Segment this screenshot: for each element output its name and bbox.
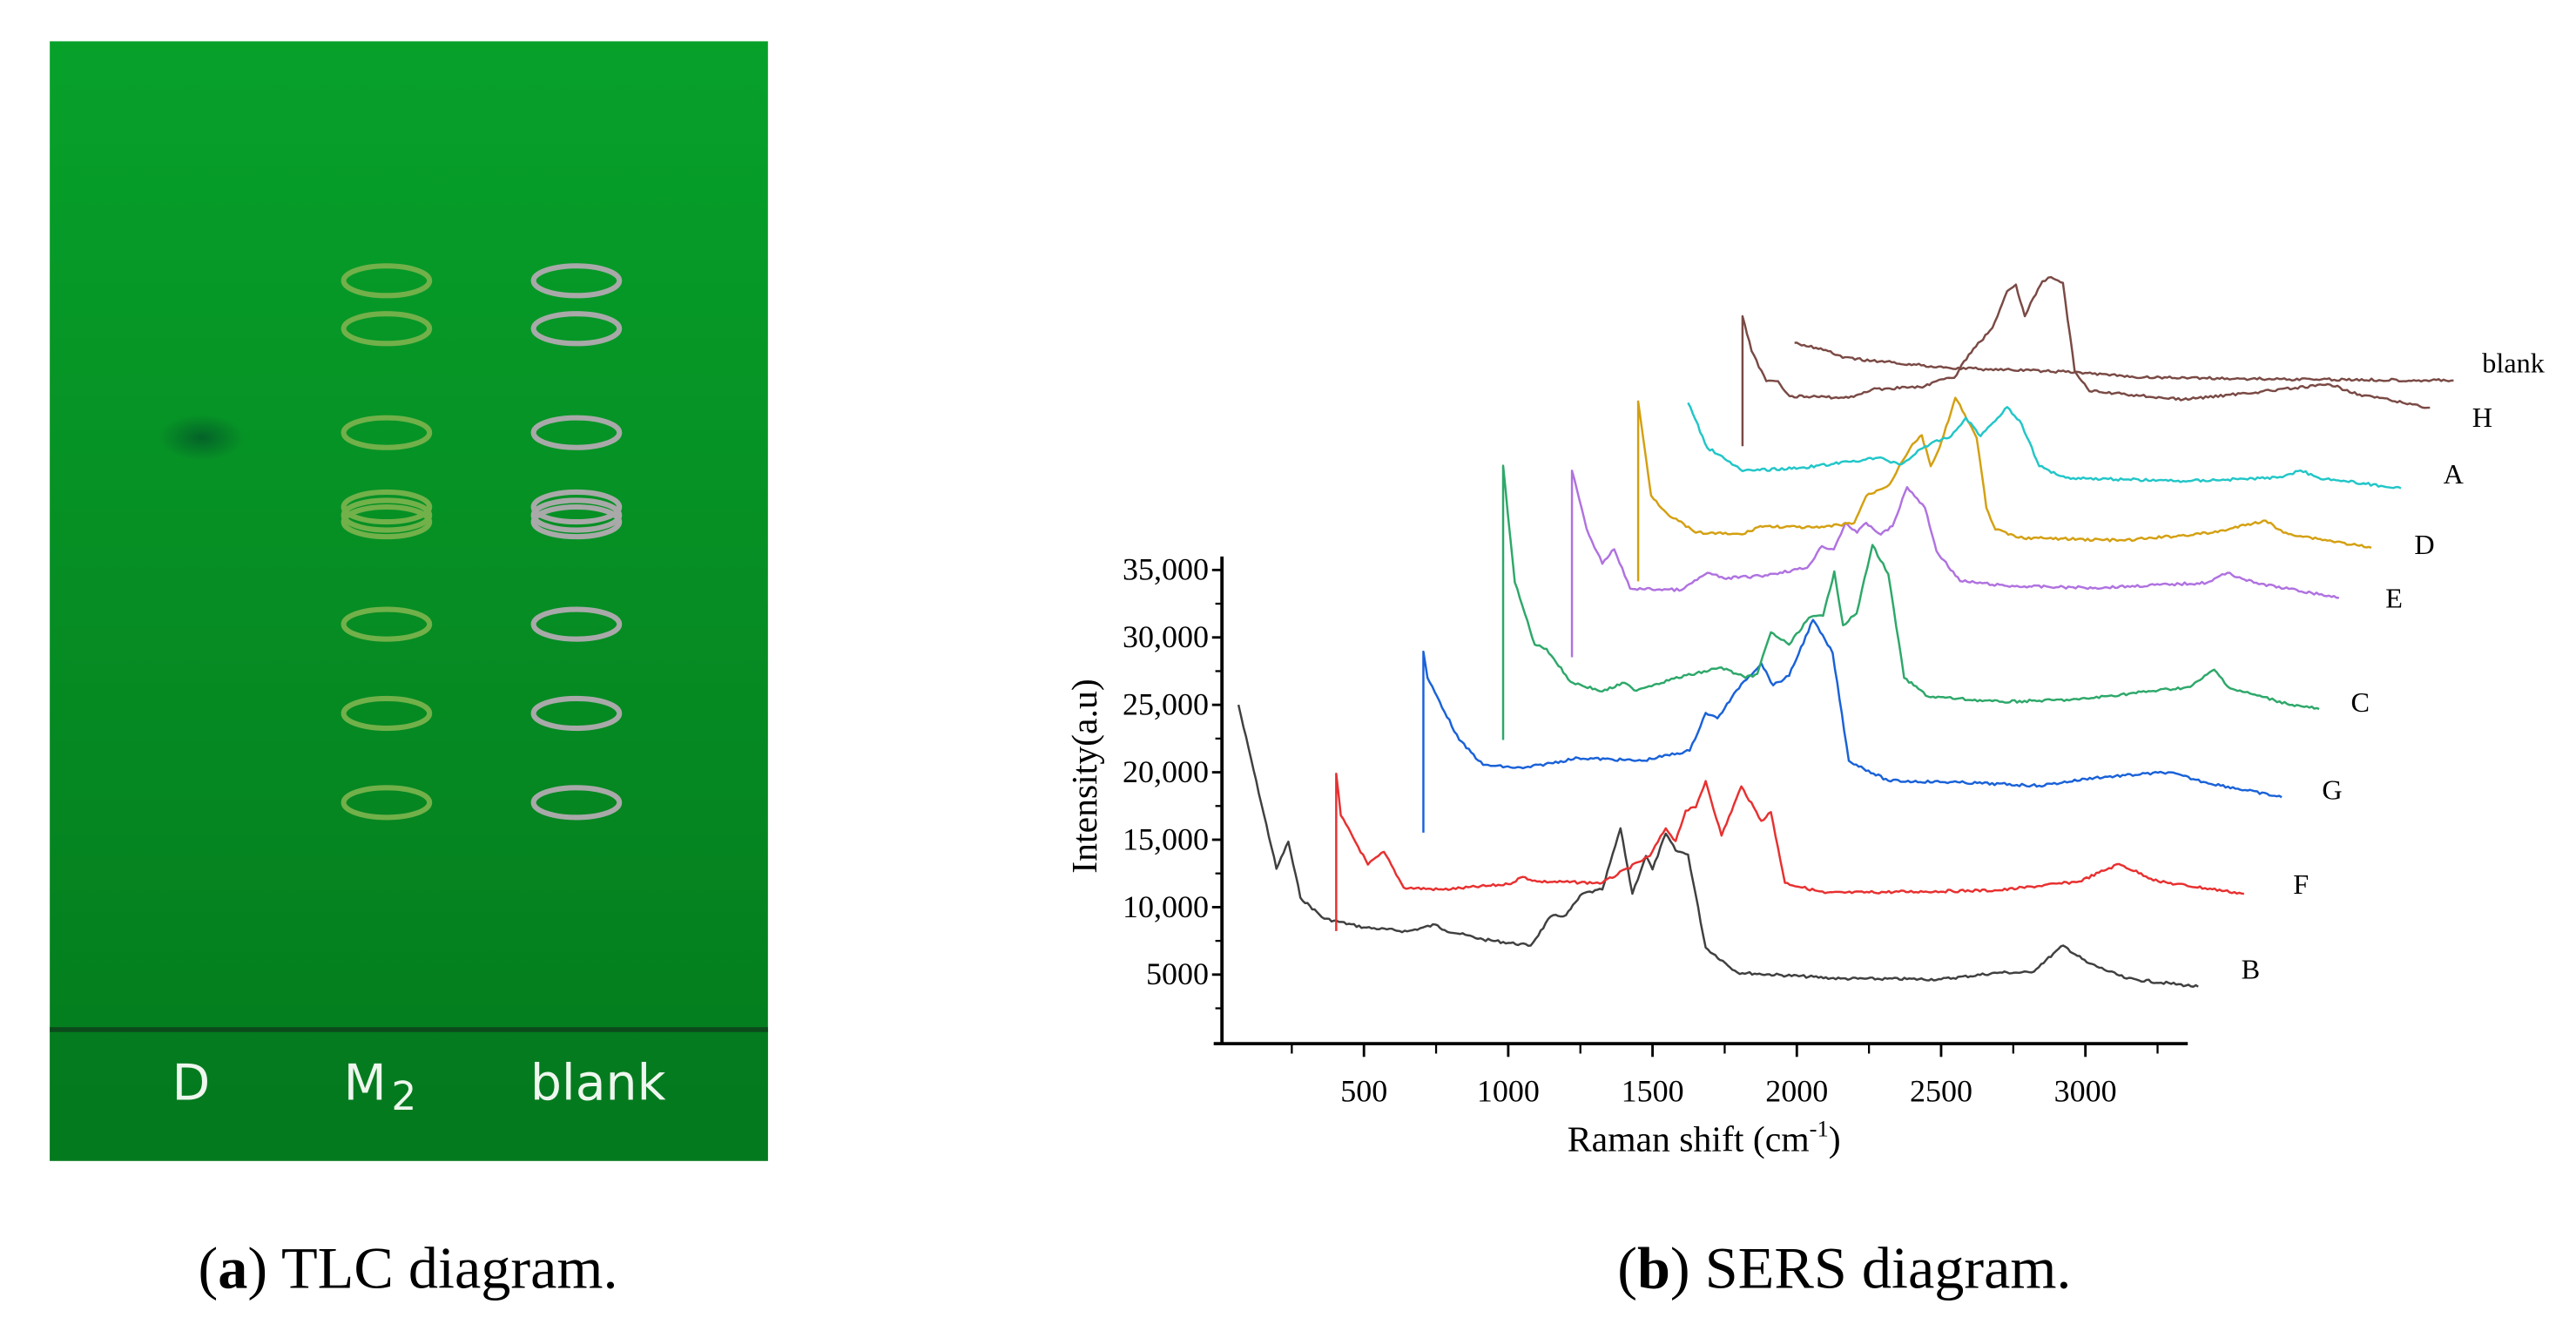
- tlc-spot-outline-m2: [341, 489, 433, 525]
- tlc-spot-outline-m2: [341, 263, 433, 299]
- caption-a-letter: a: [218, 1235, 247, 1301]
- tlc-baseline: [50, 1027, 768, 1032]
- trace-h: [1741, 275, 2431, 447]
- x-tick-label: 1000: [1477, 1073, 1540, 1108]
- y-tick-label: 25,000: [1123, 687, 1209, 722]
- tlc-spot-outline-blank: [530, 497, 623, 533]
- x-tick-label: 3000: [2054, 1073, 2117, 1108]
- y-tick-label: 15,000: [1123, 821, 1209, 856]
- trace-b: [1237, 704, 2199, 988]
- trace-blank: [1794, 341, 2454, 383]
- trace-label-a: A: [2444, 458, 2465, 490]
- tlc-spot-d: [158, 414, 245, 461]
- tlc-spot-outline-m2: [341, 785, 433, 821]
- tlc-spot-outline-m2: [341, 695, 433, 732]
- y-axis-label: Intensity(a.u): [1065, 679, 1105, 873]
- trace-label-h: H: [2472, 402, 2492, 433]
- x-tick-label: 2000: [1765, 1073, 1828, 1108]
- tlc-plate: [50, 41, 768, 1161]
- y-tick-label: 10,000: [1123, 889, 1209, 924]
- tlc-spot-outline-blank: [530, 785, 623, 821]
- tlc-spot-outline-blank: [530, 311, 623, 347]
- x-tick-label: 1500: [1622, 1073, 1684, 1108]
- caption-b: (b) SERS diagram.: [1617, 1235, 2071, 1301]
- trace-label-e: E: [2385, 583, 2403, 614]
- tlc-lane-label-m2-base: M: [344, 1055, 387, 1112]
- tlc-lane-m2-spots: [341, 263, 433, 821]
- caption-a: (a) TLC diagram.: [199, 1235, 618, 1301]
- tlc-spot-outline-blank: [530, 489, 623, 525]
- tlc-lane-label-m2-sub: 2: [391, 1073, 416, 1119]
- y-tick-label: 30,000: [1123, 619, 1209, 654]
- tlc-spot-outline-m2: [341, 497, 433, 533]
- trace-label-c: C: [2351, 686, 2370, 718]
- x-axis-label-end: ): [1829, 1119, 1841, 1159]
- x-tick-label: 2500: [1910, 1073, 1972, 1108]
- x-tick-label: 500: [1340, 1073, 1387, 1108]
- trace-label-blank: blank: [2482, 348, 2545, 379]
- tlc-spot-outline-blank: [530, 503, 623, 540]
- tlc-spot-outline-m2: [341, 503, 433, 540]
- tlc-spot-outline-blank: [530, 606, 623, 642]
- trace-f: [1335, 772, 2244, 931]
- tlc-spot-outline-blank: [530, 263, 623, 299]
- sers-chart: 500 1000 1500 2000 2500 3000 5000 10,000 15,000 2…: [1065, 275, 2546, 1159]
- trace-c: [1501, 464, 2320, 740]
- tlc-lane-label-d: D: [172, 1055, 210, 1112]
- tlc-lane-blank-spots: [530, 263, 623, 821]
- trace-d: [1636, 396, 2372, 582]
- tlc-spot-outline-m2: [341, 415, 433, 450]
- y-tick-label: 5000: [1146, 956, 1209, 991]
- trace-label-g: G: [2322, 774, 2342, 806]
- x-axis-label-sup: -1: [1810, 1115, 1829, 1141]
- tlc-label-strip: [50, 1031, 768, 1161]
- tlc-spot-outline-m2: [341, 606, 433, 642]
- trace-g: [1422, 618, 2283, 833]
- trace-label-f: F: [2293, 868, 2309, 900]
- trace-label-b: B: [2242, 953, 2261, 984]
- tlc-lane-label-blank: blank: [530, 1055, 666, 1112]
- y-tick-label: 20,000: [1123, 754, 1209, 789]
- trace-label-d: D: [2414, 529, 2434, 560]
- caption-a-text: TLC diagram.: [267, 1235, 617, 1301]
- x-axis-label-main: Raman shift (cm: [1568, 1119, 1810, 1159]
- tlc-spot-outline-blank: [530, 415, 623, 450]
- tlc-spot-outline-blank: [530, 695, 623, 732]
- caption-b-letter: b: [1637, 1235, 1670, 1301]
- axis-ticks: 500 1000 1500 2000 2500 3000 5000 10,000 15,000 2…: [1123, 552, 2159, 1108]
- y-tick-label: 35,000: [1123, 552, 1209, 587]
- trace-a: [1687, 402, 2402, 490]
- x-axis-label: Raman shift (cm-1): [1568, 1115, 1841, 1159]
- tlc-spot-outline-m2: [341, 311, 433, 347]
- spectra-traces: [1237, 275, 2454, 988]
- caption-b-text: SERS diagram.: [1690, 1235, 2072, 1301]
- trace-e: [1570, 470, 2339, 658]
